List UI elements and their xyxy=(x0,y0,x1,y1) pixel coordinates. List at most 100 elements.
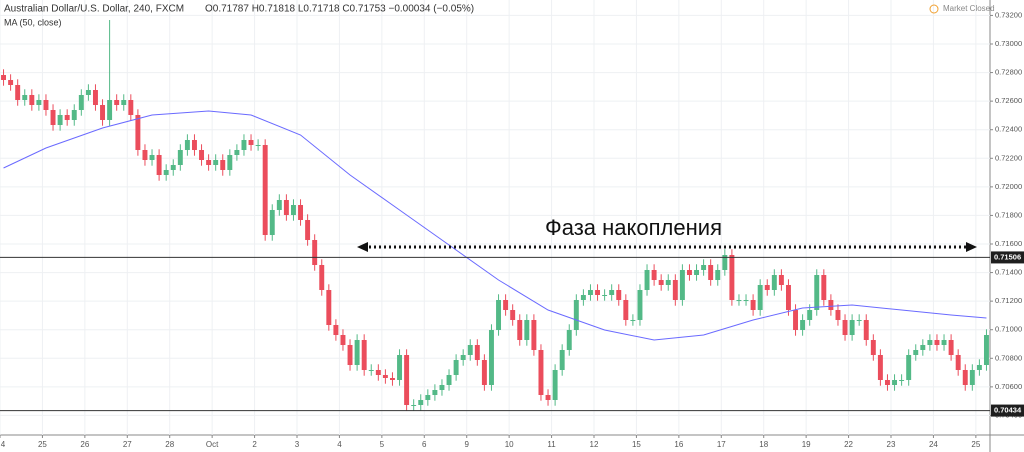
candle-body xyxy=(913,350,919,355)
candle-body xyxy=(807,310,813,320)
candle-body xyxy=(934,340,940,345)
candle-body xyxy=(651,270,657,280)
candle-body xyxy=(531,320,537,350)
x-tick-label: 22 xyxy=(844,440,853,449)
x-tick-label: 23 xyxy=(887,440,896,449)
candle-body xyxy=(821,275,827,300)
candle-body xyxy=(439,385,445,390)
candle-body xyxy=(637,290,643,320)
candle-body xyxy=(757,285,763,310)
y-tick-label: 0.72200 xyxy=(995,153,1022,162)
x-tick-label: 28 xyxy=(165,440,174,449)
candle-body xyxy=(199,150,205,160)
candle-body xyxy=(481,360,487,385)
candle-body xyxy=(609,290,615,295)
candle-body xyxy=(8,80,14,85)
candle-body xyxy=(517,320,523,340)
x-tick-label: 5 xyxy=(380,440,385,449)
x-tick-label: 26 xyxy=(80,440,89,449)
candle-body xyxy=(305,220,311,240)
candle-body xyxy=(750,300,756,310)
candle-body xyxy=(722,255,728,270)
candle-body xyxy=(361,340,367,370)
candle-body xyxy=(658,280,664,285)
y-tick-label: 0.71200 xyxy=(995,296,1022,305)
candle-body xyxy=(835,310,841,320)
y-tick-label: 0.72800 xyxy=(995,68,1022,77)
candle-body xyxy=(976,365,982,370)
candle-body xyxy=(389,378,395,380)
candle-body xyxy=(595,290,601,295)
candle-body xyxy=(418,400,424,405)
candle-body xyxy=(135,115,141,150)
candle-body xyxy=(36,100,42,105)
x-tick-label: 25 xyxy=(971,440,980,449)
candle-body xyxy=(85,90,91,95)
candle-body xyxy=(524,320,530,340)
candle-body xyxy=(432,390,438,395)
candle-body xyxy=(71,110,77,120)
candle-body xyxy=(50,110,56,125)
candle-body xyxy=(404,355,410,405)
x-tick-label: 16 xyxy=(674,440,683,449)
candle-body xyxy=(849,320,855,335)
x-tick-label: 19 xyxy=(802,440,811,449)
candle-body xyxy=(729,255,735,300)
y-tick-label: 0.70600 xyxy=(995,382,1022,391)
candle-body xyxy=(290,205,296,215)
y-tick-label: 0.71800 xyxy=(995,210,1022,219)
candle-body xyxy=(29,95,35,105)
candle-body xyxy=(842,320,848,335)
candle-body xyxy=(877,355,883,380)
candle-body xyxy=(354,340,360,365)
candle-body xyxy=(679,270,685,300)
candle-body xyxy=(213,160,219,165)
y-tick-label: 0.71400 xyxy=(995,268,1022,277)
moving-average xyxy=(3,110,987,341)
candle-body xyxy=(488,330,494,385)
y-tick-label: 0.72400 xyxy=(995,125,1022,134)
candle-body xyxy=(644,270,650,290)
price-label: 0.70434 xyxy=(994,406,1022,415)
ohlc-header: O0.71787 H0.71818 L0.71718 C0.71753 −0.0… xyxy=(205,4,474,15)
candle-body xyxy=(298,205,304,220)
x-tick-label: Oct xyxy=(206,440,219,449)
candle-body xyxy=(382,375,388,378)
candle-body xyxy=(411,405,417,406)
x-tick-label: 17 xyxy=(717,440,726,449)
y-tick-label: 0.73000 xyxy=(995,39,1022,48)
candle-body xyxy=(510,310,516,320)
candle-body xyxy=(177,150,183,165)
candle-body xyxy=(983,335,989,365)
candle-body xyxy=(326,290,332,325)
candle-body xyxy=(927,340,933,345)
candle-body xyxy=(573,300,579,330)
candle-body xyxy=(22,95,28,100)
candle-body xyxy=(312,240,318,265)
candle-body xyxy=(793,310,799,330)
candle-body xyxy=(503,300,509,310)
y-tick-label: 0.71600 xyxy=(995,239,1022,248)
candle-body xyxy=(276,200,282,210)
candle-body xyxy=(800,320,806,330)
price-label-box xyxy=(991,404,1024,417)
candle-body xyxy=(92,90,98,105)
candle-body xyxy=(191,140,197,150)
candle-body xyxy=(255,145,261,146)
candle-body xyxy=(206,160,212,165)
candle-body xyxy=(319,265,325,290)
x-tick-label: 9 xyxy=(464,440,469,449)
y-tick-label: 0.72600 xyxy=(995,96,1022,105)
candle-body xyxy=(121,100,127,105)
candle-body xyxy=(566,330,572,350)
candle-body xyxy=(969,370,975,385)
x-tick-label: 15 xyxy=(632,440,641,449)
ma-legend: MA (50, close) xyxy=(4,17,62,27)
y-tick-label: 0.73200 xyxy=(995,10,1022,19)
x-tick-label: 24 xyxy=(929,440,938,449)
candle-body xyxy=(694,270,700,275)
candle-body xyxy=(587,290,593,295)
candle-body xyxy=(580,295,586,300)
